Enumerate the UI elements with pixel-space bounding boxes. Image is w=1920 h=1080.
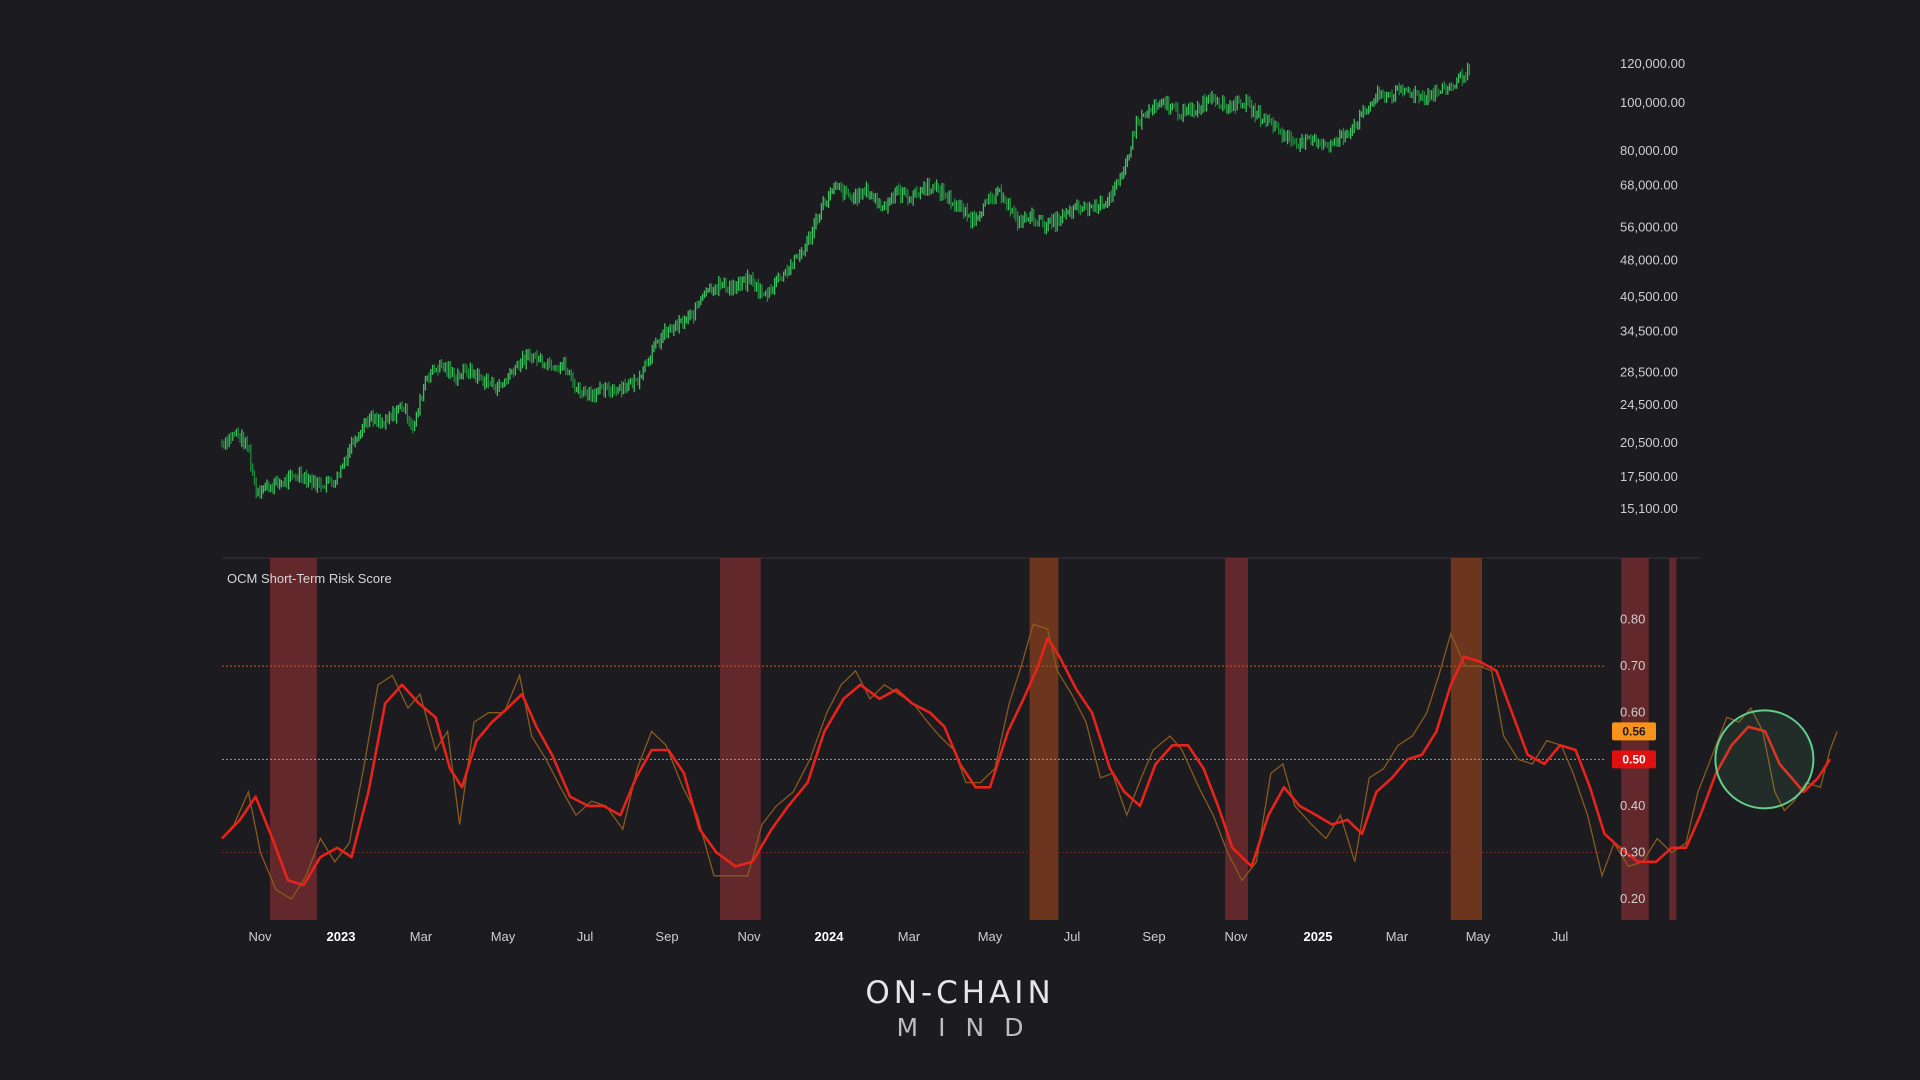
x-tick: Jul — [1552, 929, 1569, 944]
current-value-label: 0.50 — [1622, 752, 1646, 766]
x-tick: May — [978, 929, 1003, 944]
price-y-tick: 56,000.00 — [1620, 219, 1678, 234]
risk-y-tick: 0.70 — [1620, 658, 1645, 673]
logo-line-1: ON-CHAIN — [865, 975, 1055, 1011]
price-y-tick: 28,500.00 — [1620, 364, 1678, 379]
price-y-tick: 24,500.00 — [1620, 397, 1678, 412]
x-tick: Jul — [577, 929, 594, 944]
price-y-tick: 15,100.00 — [1620, 501, 1678, 516]
risk-panel-title: OCM Short-Term Risk Score — [227, 571, 392, 586]
price-y-tick: 17,500.00 — [1620, 469, 1678, 484]
risk-y-tick: 0.40 — [1620, 798, 1645, 813]
current-value-badge — [1612, 750, 1656, 769]
price-y-tick: 20,500.00 — [1620, 435, 1678, 450]
x-tick: Sep — [655, 929, 678, 944]
current-value-label: 0.56 — [1622, 724, 1646, 738]
x-tick: Nov — [248, 929, 272, 944]
x-axis: Nov 2023 Mar May Jul Sep Nov 2024 Mar May Jul Sep No… — [248, 929, 1568, 944]
x-tick: Mar — [898, 929, 921, 944]
x-tick: 2024 — [815, 929, 845, 944]
x-tick: Nov — [737, 929, 761, 944]
price-y-tick: 100,000.00 — [1620, 95, 1685, 110]
risk-score-panel: OCM Short-Term Risk Score 0.80 0.70 0.60 0.… — [221, 558, 1838, 920]
x-tick: May — [491, 929, 516, 944]
price-y-tick: 48,000.00 — [1620, 252, 1678, 267]
x-tick: Jul — [1064, 929, 1081, 944]
price-y-tick: 40,500.00 — [1620, 289, 1678, 304]
risk-y-tick: 0.60 — [1620, 705, 1645, 720]
risk-smoothed-line — [221, 636, 1832, 887]
price-y-tick: 68,000.00 — [1620, 178, 1678, 193]
x-tick: May — [1466, 929, 1491, 944]
risk-raw-line — [221, 623, 1838, 900]
highlight-band — [1225, 558, 1248, 920]
price-panel: 120,000.00 100,000.00 80,000.00 68,000.00 56… — [221, 56, 1685, 516]
current-value-badge — [1612, 722, 1656, 741]
x-tick: Sep — [1142, 929, 1165, 944]
x-tick: 2023 — [327, 929, 356, 944]
price-y-tick: 120,000.00 — [1620, 56, 1685, 71]
price-candles — [221, 62, 1471, 499]
risk-y-tick: 0.80 — [1620, 612, 1645, 627]
highlight-bands — [270, 558, 1677, 920]
highlight-band — [1669, 558, 1677, 920]
highlight-circle — [1714, 709, 1815, 810]
x-tick: Mar — [1386, 929, 1409, 944]
x-tick: Nov — [1224, 929, 1248, 944]
highlight-band — [1029, 558, 1059, 920]
x-tick: 2025 — [1304, 929, 1333, 944]
logo-line-2: MIND — [896, 1013, 1044, 1042]
price-y-tick: 80,000.00 — [1620, 143, 1678, 158]
x-tick: Mar — [410, 929, 433, 944]
price-y-tick: 34,500.00 — [1620, 323, 1678, 338]
risk-y-tick: 0.30 — [1620, 844, 1645, 859]
risk-y-tick: 0.20 — [1620, 891, 1645, 906]
highlight-band — [1450, 558, 1482, 920]
highlight-band — [270, 558, 317, 920]
